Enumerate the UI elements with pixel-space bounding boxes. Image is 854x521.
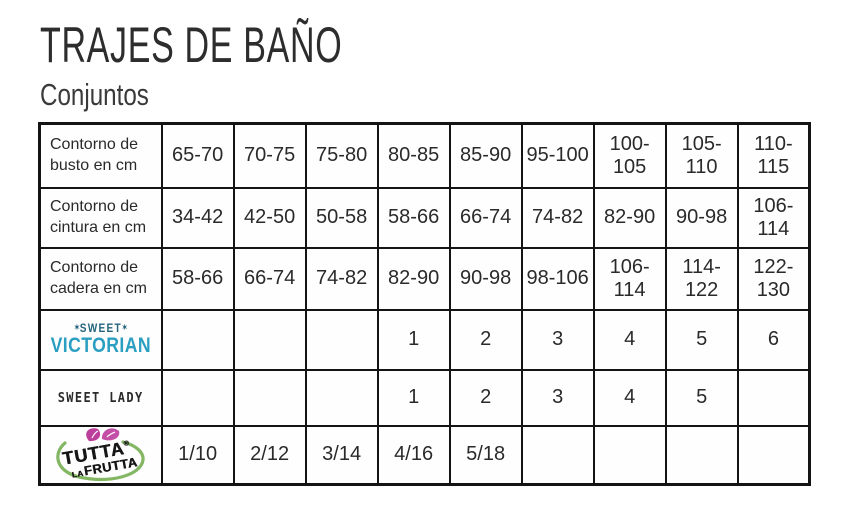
size-cell: 74-82 bbox=[520, 186, 595, 249]
size-cell bbox=[304, 368, 379, 427]
size-cell: 5 bbox=[664, 308, 739, 371]
size-cell: 106-114 bbox=[736, 186, 811, 249]
size-cell: 1/10 bbox=[160, 424, 235, 485]
size-table: Contorno de busto en cm 65-70 70-75 75-8… bbox=[38, 122, 812, 486]
size-cell: 85-90 bbox=[448, 122, 523, 189]
table-row-busto: Contorno de busto en cm 65-70 70-75 75-8… bbox=[38, 122, 811, 189]
table-row-tutta-la-frutta: TUTTA® LAFRUTTA 1/10 2/12 3/14 4/16 5/18 bbox=[38, 424, 811, 485]
page-subtitle: Conjuntos bbox=[40, 77, 149, 112]
size-cell bbox=[664, 424, 739, 485]
size-cell: 105-110 bbox=[664, 122, 739, 189]
size-cell: 110-115 bbox=[736, 122, 811, 189]
size-cell: 5 bbox=[664, 368, 739, 427]
size-cell bbox=[736, 424, 811, 485]
size-cell: 5/18 bbox=[448, 424, 523, 485]
swoosh-shape bbox=[56, 439, 145, 481]
size-cell: 3 bbox=[520, 368, 595, 427]
leaf-vein bbox=[91, 429, 99, 438]
table-row-cintura: Contorno de cintura en cm 34-42 42-50 50… bbox=[38, 186, 811, 249]
leaf-icon bbox=[85, 427, 100, 441]
size-cell bbox=[160, 368, 235, 427]
table-row-sweet-victorian: ✶SWEET✶ VICTORIAN 1 2 3 4 5 6 bbox=[38, 308, 811, 371]
size-cell: 3 bbox=[520, 308, 595, 371]
brand-sweet-lady-logo: SWEET LADY bbox=[38, 368, 163, 427]
size-cell: 58-66 bbox=[376, 186, 451, 249]
row-label-cintura: Contorno de cintura en cm bbox=[38, 186, 163, 249]
size-cell: 4 bbox=[592, 308, 667, 371]
size-cell bbox=[736, 368, 811, 427]
size-cell: 90-98 bbox=[448, 246, 523, 311]
size-cell: 75-80 bbox=[304, 122, 379, 189]
size-cell: 100-105 bbox=[592, 122, 667, 189]
size-cell: 34-42 bbox=[160, 186, 235, 249]
size-cell: 82-90 bbox=[376, 246, 451, 311]
size-cell: 65-70 bbox=[160, 122, 235, 189]
size-cell: 95-100 bbox=[520, 122, 595, 189]
size-cell: 42-50 bbox=[232, 186, 307, 249]
size-cell: 50-58 bbox=[304, 186, 379, 249]
size-cell: 58-66 bbox=[160, 246, 235, 311]
size-cell: 70-75 bbox=[232, 122, 307, 189]
row-label-cadera: Contorno de cadera en cm bbox=[38, 246, 163, 311]
size-cell: 3/14 bbox=[304, 424, 379, 485]
size-cell: 74-82 bbox=[304, 246, 379, 311]
size-cell: 2 bbox=[448, 368, 523, 427]
star-icon: ✶ bbox=[121, 323, 128, 332]
registered-mark-icon: ® bbox=[122, 439, 130, 448]
size-cell: 4 bbox=[592, 368, 667, 427]
size-cell: 66-74 bbox=[448, 186, 523, 249]
size-cell: 106-114 bbox=[592, 246, 667, 311]
size-cell: 2/12 bbox=[232, 424, 307, 485]
la-word: LA bbox=[70, 468, 84, 480]
brand-tutta-la-frutta-logo: TUTTA® LAFRUTTA bbox=[38, 424, 163, 485]
table-row-cadera: Contorno de cadera en cm 58-66 66-74 74-… bbox=[38, 246, 811, 311]
size-cell bbox=[160, 308, 235, 371]
size-cell: 1 bbox=[376, 368, 451, 427]
row-label-busto: Contorno de busto en cm bbox=[38, 122, 163, 189]
size-cell: 114-122 bbox=[664, 246, 739, 311]
table-row-sweet-lady: SWEET LADY 1 2 3 4 5 bbox=[38, 368, 811, 427]
size-cell bbox=[592, 424, 667, 485]
size-cell bbox=[232, 368, 307, 427]
sweet-victorian-word: SWEET bbox=[79, 321, 122, 335]
size-cell: 82-90 bbox=[592, 186, 667, 249]
page-title: TRAJES DE BAÑO bbox=[40, 17, 343, 73]
leaf-vein bbox=[106, 430, 116, 437]
size-cell bbox=[232, 308, 307, 371]
size-cell: 122-130 bbox=[736, 246, 811, 311]
size-cell: 66-74 bbox=[232, 246, 307, 311]
victorian-word: VICTORIAN bbox=[50, 334, 152, 357]
size-cell: 98-106 bbox=[520, 246, 595, 311]
size-cell: 80-85 bbox=[376, 122, 451, 189]
size-cell: 4/16 bbox=[376, 424, 451, 485]
size-cell: 6 bbox=[736, 308, 811, 371]
size-cell: 90-98 bbox=[664, 186, 739, 249]
size-cell: 1 bbox=[376, 308, 451, 371]
sweet-lady-wordmark: SWEET LADY bbox=[57, 390, 144, 406]
brand-sweet-victorian-logo: ✶SWEET✶ VICTORIAN bbox=[38, 308, 163, 371]
star-icon: ✶ bbox=[74, 323, 80, 332]
size-cell bbox=[304, 308, 379, 371]
size-cell bbox=[520, 424, 595, 485]
tutta-la-frutta-art bbox=[56, 427, 145, 481]
size-cell: 2 bbox=[448, 308, 523, 371]
